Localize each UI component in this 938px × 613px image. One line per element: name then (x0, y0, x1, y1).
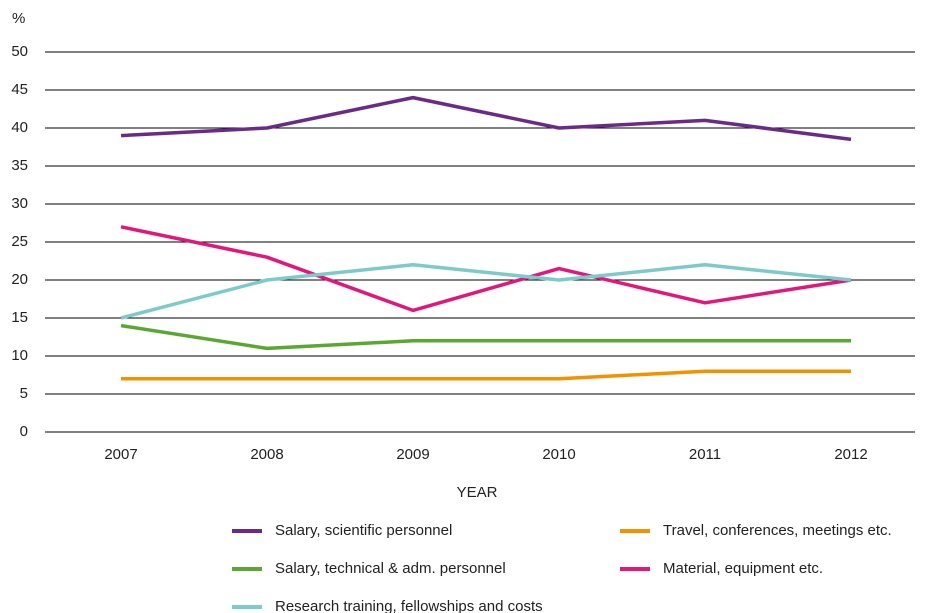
legend-label: Salary, scientific personnel (275, 522, 452, 539)
x-tick-label: 2008 (250, 446, 283, 463)
x-axis-label: YEAR (457, 484, 498, 501)
y-tick-label: 5 (20, 385, 28, 402)
y-tick-label: 45 (11, 81, 28, 98)
x-tick-label: 2007 (104, 446, 137, 463)
legend-label: Research training, fellowships and costs (275, 598, 543, 613)
y-tick-label: 30 (11, 195, 28, 212)
y-axis-label: % (12, 10, 25, 27)
y-tick-label: 15 (11, 309, 28, 326)
y-tick-label: 0 (20, 423, 28, 440)
legend-label: Salary, technical & adm. personnel (275, 560, 506, 577)
series-line (120, 225, 852, 313)
y-tick-label: 40 (11, 119, 28, 136)
legend-label: Material, equipment etc. (663, 560, 823, 577)
x-tick-label: 2009 (396, 446, 429, 463)
series-line (120, 263, 852, 320)
y-tick-label: 25 (11, 233, 28, 250)
y-tick-label: 35 (11, 157, 28, 174)
legend-label: Travel, conferences, meetings etc. (663, 522, 892, 539)
y-tick-label: 10 (11, 347, 28, 364)
y-tick-label: 20 (11, 271, 28, 288)
series-line (121, 369, 851, 381)
y-tick-label: 50 (11, 43, 28, 60)
series-line (120, 323, 851, 351)
x-tick-label: 2010 (542, 446, 575, 463)
x-tick-label: 2011 (689, 446, 721, 463)
series-line (120, 95, 852, 142)
x-tick-label: 2012 (834, 446, 867, 463)
